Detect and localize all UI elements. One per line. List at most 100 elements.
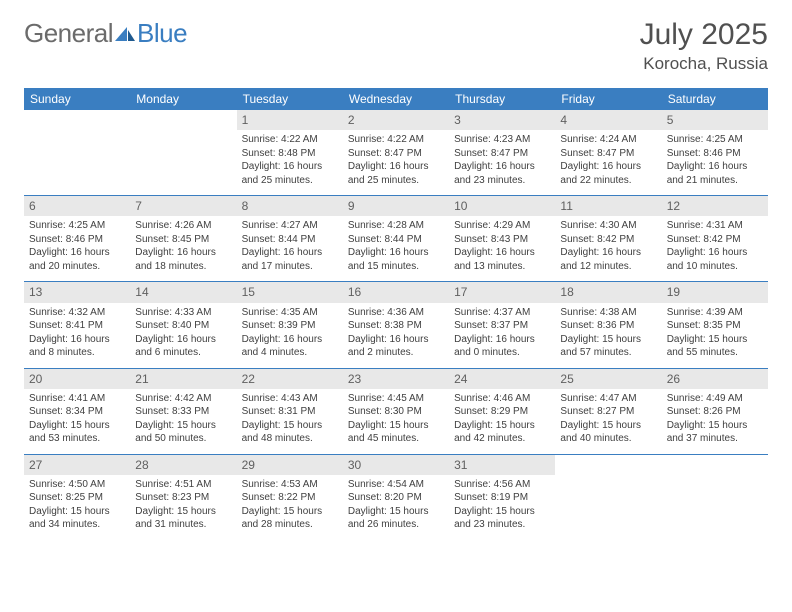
sunrise-line: Sunrise: 4:41 AM <box>29 392 125 406</box>
weekday-header: Sunday <box>24 88 130 110</box>
day-cell: 25 Sunrise: 4:47 AMSunset: 8:27 PMDayligh… <box>555 368 661 454</box>
daylight-line: Daylight: 15 hours and 57 minutes. <box>560 333 656 360</box>
day-content: Sunrise: 4:56 AMSunset: 8:19 PMDaylight:… <box>453 478 551 532</box>
daylight-line: Daylight: 15 hours and 37 minutes. <box>667 419 763 446</box>
daylight-line: Daylight: 15 hours and 34 minutes. <box>29 505 125 532</box>
day-number: 27 <box>24 455 130 475</box>
daylight-line: Daylight: 16 hours and 10 minutes. <box>667 246 763 273</box>
daylight-line: Daylight: 16 hours and 8 minutes. <box>29 333 125 360</box>
day-number: 15 <box>237 282 343 302</box>
day-number: 12 <box>662 196 768 216</box>
sunrise-line: Sunrise: 4:36 AM <box>348 306 444 320</box>
day-number: 22 <box>237 369 343 389</box>
sunrise-line: Sunrise: 4:49 AM <box>667 392 763 406</box>
daylight-line: Daylight: 15 hours and 48 minutes. <box>242 419 338 446</box>
day-content: Sunrise: 4:31 AMSunset: 8:42 PMDaylight:… <box>666 219 764 273</box>
day-content: Sunrise: 4:49 AMSunset: 8:26 PMDaylight:… <box>666 392 764 446</box>
daylight-line: Daylight: 15 hours and 45 minutes. <box>348 419 444 446</box>
sunset-line: Sunset: 8:26 PM <box>667 405 763 419</box>
daylight-line: Daylight: 16 hours and 22 minutes. <box>560 160 656 187</box>
day-content: Sunrise: 4:43 AMSunset: 8:31 PMDaylight:… <box>241 392 339 446</box>
day-content: Sunrise: 4:22 AMSunset: 8:47 PMDaylight:… <box>347 133 445 187</box>
sunset-line: Sunset: 8:38 PM <box>348 319 444 333</box>
day-number: 9 <box>343 196 449 216</box>
daylight-line: Daylight: 15 hours and 31 minutes. <box>135 505 231 532</box>
sunrise-line: Sunrise: 4:47 AM <box>560 392 656 406</box>
day-content: Sunrise: 4:41 AMSunset: 8:34 PMDaylight:… <box>28 392 126 446</box>
sunset-line: Sunset: 8:23 PM <box>135 491 231 505</box>
sunset-line: Sunset: 8:29 PM <box>454 405 550 419</box>
sunset-line: Sunset: 8:46 PM <box>29 233 125 247</box>
sunrise-line: Sunrise: 4:35 AM <box>242 306 338 320</box>
sunrise-line: Sunrise: 4:56 AM <box>454 478 550 492</box>
sunset-line: Sunset: 8:25 PM <box>29 491 125 505</box>
daylight-line: Daylight: 16 hours and 25 minutes. <box>242 160 338 187</box>
daylight-line: Daylight: 16 hours and 0 minutes. <box>454 333 550 360</box>
day-content: Sunrise: 4:30 AMSunset: 8:42 PMDaylight:… <box>559 219 657 273</box>
sunrise-line: Sunrise: 4:43 AM <box>242 392 338 406</box>
sunrise-line: Sunrise: 4:24 AM <box>560 133 656 147</box>
sunrise-line: Sunrise: 4:23 AM <box>454 133 550 147</box>
sunrise-line: Sunrise: 4:25 AM <box>29 219 125 233</box>
day-cell: 24 Sunrise: 4:46 AMSunset: 8:29 PMDayligh… <box>449 368 555 454</box>
day-content: Sunrise: 4:42 AMSunset: 8:33 PMDaylight:… <box>134 392 232 446</box>
sunset-line: Sunset: 8:45 PM <box>135 233 231 247</box>
sunset-line: Sunset: 8:46 PM <box>667 147 763 161</box>
sunset-line: Sunset: 8:19 PM <box>454 491 550 505</box>
day-number: 14 <box>130 282 236 302</box>
day-cell: 21 Sunrise: 4:42 AMSunset: 8:33 PMDayligh… <box>130 368 236 454</box>
sunrise-line: Sunrise: 4:22 AM <box>348 133 444 147</box>
sunset-line: Sunset: 8:42 PM <box>560 233 656 247</box>
sunrise-line: Sunrise: 4:33 AM <box>135 306 231 320</box>
sunset-line: Sunset: 8:47 PM <box>348 147 444 161</box>
day-number: 16 <box>343 282 449 302</box>
day-cell: 28Sunrise: 4:51 AMSunset: 8:23 PMDayligh… <box>130 454 236 540</box>
logo-sail-icon <box>113 25 137 43</box>
logo-text-blue: Blue <box>137 18 187 49</box>
daylight-line: Daylight: 16 hours and 21 minutes. <box>667 160 763 187</box>
day-number: 11 <box>555 196 661 216</box>
daylight-line: Daylight: 15 hours and 55 minutes. <box>667 333 763 360</box>
day-cell: 26Sunrise: 4:49 AMSunset: 8:26 PMDayligh… <box>662 368 768 454</box>
day-number: 25 <box>555 369 661 389</box>
sunrise-line: Sunrise: 4:32 AM <box>29 306 125 320</box>
daylight-line: Daylight: 16 hours and 6 minutes. <box>135 333 231 360</box>
weekday-header: Monday <box>130 88 236 110</box>
day-content: Sunrise: 4:47 AMSunset: 8:27 PMDaylight:… <box>559 392 657 446</box>
day-cell: 10Sunrise: 4:29 AMSunset: 8:43 PMDayligh… <box>449 196 555 282</box>
weekday-header: Friday <box>555 88 661 110</box>
daylight-line: Daylight: 16 hours and 4 minutes. <box>242 333 338 360</box>
calendar-table: Sunday Monday Tuesday Wednesday Thursday… <box>24 88 768 540</box>
daylight-line: Daylight: 16 hours and 2 minutes. <box>348 333 444 360</box>
sunset-line: Sunset: 8:43 PM <box>454 233 550 247</box>
day-number: 6 <box>24 196 130 216</box>
day-content: Sunrise: 4:38 AMSunset: 8:36 PMDaylight:… <box>559 306 657 360</box>
logo: General Blue <box>24 18 187 49</box>
sunrise-line: Sunrise: 4:37 AM <box>454 306 550 320</box>
sunrise-line: Sunrise: 4:28 AM <box>348 219 444 233</box>
day-number: 3 <box>449 110 555 130</box>
day-number: 21 <box>130 369 236 389</box>
day-content: Sunrise: 4:46 AMSunset: 8:29 PMDaylight:… <box>453 392 551 446</box>
day-number: 23 <box>343 369 449 389</box>
sunset-line: Sunset: 8:42 PM <box>667 233 763 247</box>
day-cell <box>662 454 768 540</box>
daylight-line: Daylight: 15 hours and 23 minutes. <box>454 505 550 532</box>
day-cell <box>555 454 661 540</box>
sunrise-line: Sunrise: 4:42 AM <box>135 392 231 406</box>
day-cell: 30Sunrise: 4:54 AMSunset: 8:20 PMDayligh… <box>343 454 449 540</box>
day-content: Sunrise: 4:37 AMSunset: 8:37 PMDaylight:… <box>453 306 551 360</box>
sunset-line: Sunset: 8:37 PM <box>454 319 550 333</box>
day-cell: 12 Sunrise: 4:31 AMSunset: 8:42 PMDayligh… <box>662 196 768 282</box>
day-cell: 6Sunrise: 4:25 AMSunset: 8:46 PMDaylight… <box>24 196 130 282</box>
sunrise-line: Sunrise: 4:26 AM <box>135 219 231 233</box>
daylight-line: Daylight: 16 hours and 17 minutes. <box>242 246 338 273</box>
day-cell: 27Sunrise: 4:50 AMSunset: 8:25 PMDayligh… <box>24 454 130 540</box>
daylight-line: Daylight: 16 hours and 12 minutes. <box>560 246 656 273</box>
day-number: 13 <box>24 282 130 302</box>
day-number: 24 <box>449 369 555 389</box>
day-cell: 1Sunrise: 4:22 AMSunset: 8:48 PMDaylight… <box>237 110 343 196</box>
sunrise-line: Sunrise: 4:27 AM <box>242 219 338 233</box>
sunset-line: Sunset: 8:48 PM <box>242 147 338 161</box>
day-cell: 31Sunrise: 4:56 AMSunset: 8:19 PMDayligh… <box>449 454 555 540</box>
